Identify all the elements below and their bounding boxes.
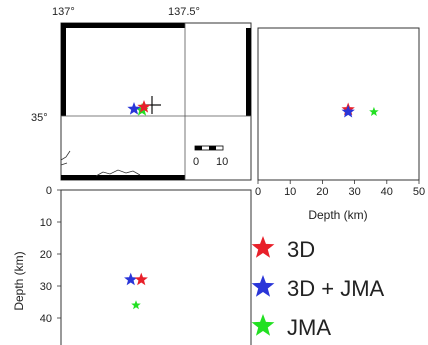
ns-y-ticks: 0 10 20 30 40 — [40, 185, 61, 325]
ew-points — [341, 102, 379, 118]
map-border-left — [61, 23, 66, 116]
legend-label-jma: JMA — [287, 315, 331, 340]
ns-tick-label: 40 — [40, 313, 52, 325]
ns-tick-label: 10 — [40, 217, 52, 229]
ns-point-3d-jma — [124, 272, 138, 286]
ew-tick-label: 50 — [413, 186, 425, 198]
ns-ylabel: Depth (km) — [12, 251, 26, 310]
map-point-3d-jma — [127, 102, 141, 115]
ns-point-jma — [131, 300, 141, 310]
map-point-3d — [137, 100, 151, 113]
ew-tick-label: 40 — [381, 186, 393, 198]
ew-point-3d-jma — [341, 104, 355, 118]
map-border-bottom — [61, 175, 185, 180]
ns-point-3d — [134, 272, 148, 286]
ns-tick-label: 0 — [46, 185, 52, 197]
legend-star-jma — [251, 314, 275, 336]
map-xtick-137: 137° — [52, 6, 75, 18]
map-border-right — [246, 28, 251, 116]
map-ytick-35: 35° — [31, 112, 48, 124]
map-frame — [60, 22, 252, 181]
ew-tick-label: 0 — [255, 186, 261, 198]
legend: 3D 3D + JMA JMA — [251, 236, 385, 340]
legend-star-3d-jma — [251, 275, 275, 297]
map-xtick-137-5: 137.5° — [168, 6, 200, 18]
legend-label-3d: 3D — [287, 237, 315, 262]
scale-bar: 0 10 — [193, 145, 228, 168]
ns-points — [124, 272, 148, 310]
ew-frame — [257, 27, 420, 181]
coastline — [60, 150, 141, 177]
ew-tick-label: 30 — [348, 186, 360, 198]
map-points — [127, 100, 151, 116]
legend-star-3d — [251, 236, 275, 258]
ew-tick-label: 10 — [284, 186, 296, 198]
legend-label-3d-jma: 3D + JMA — [287, 276, 385, 301]
map-border-top — [61, 23, 185, 28]
scale-label-10: 10 — [216, 156, 228, 168]
ew-xlabel: Depth (km) — [308, 208, 367, 222]
ns-depth-panel: 0 10 20 30 40 Depth (km) — [12, 185, 252, 345]
ew-tick-label: 20 — [316, 186, 328, 198]
ew-x-ticks: 0 10 20 30 40 50 — [255, 180, 425, 198]
ns-tick-label: 30 — [40, 281, 52, 293]
map-panel: 137° 137.5° 35° 0 10 — [31, 6, 252, 181]
ew-depth-panel: 0 10 20 30 40 50 Depth (km) — [255, 27, 425, 222]
ew-point-jma — [369, 106, 379, 116]
scale-label-0: 0 — [193, 156, 199, 168]
ns-tick-label: 20 — [40, 249, 52, 261]
ns-frame — [60, 189, 252, 345]
